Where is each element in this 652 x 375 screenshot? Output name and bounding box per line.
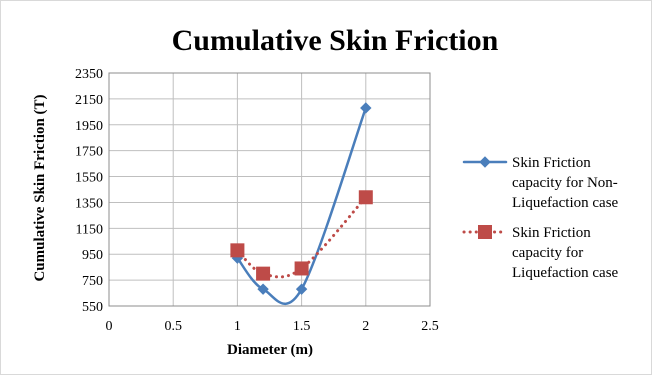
- y-tick-label: 2350: [75, 67, 103, 82]
- y-tick-label: 750: [82, 274, 103, 289]
- tick-labels: 550 750 950 1150 1350 1550 1750 1950 2150 2350 0 0.…: [75, 67, 439, 334]
- legend-label-1: Skin Friction: [512, 155, 591, 171]
- chart-title: Cumulative Skin Friction: [172, 24, 499, 57]
- legend-label-2: Liquefaction case: [512, 265, 619, 281]
- x-tick-label: 1: [234, 319, 241, 334]
- x-tick-label: 2: [362, 319, 369, 334]
- legend-marker-1: [479, 156, 491, 168]
- plot-border: [108, 72, 431, 307]
- y-tick-label: 950: [82, 248, 103, 263]
- legend-label-2: Skin Friction: [512, 225, 591, 241]
- x-tick-label: 0.5: [164, 319, 182, 334]
- legend-label-2: capacity for: [512, 245, 583, 261]
- plot-area: [230, 102, 373, 305]
- x-tick-label: 1.5: [293, 319, 311, 334]
- legend-label-1: capacity for Non-: [512, 175, 618, 191]
- series-line-1: [236, 106, 368, 305]
- x-tick-label: 2.5: [421, 319, 439, 334]
- gridlines: [108, 72, 431, 307]
- x-axis-label: Diameter (m): [227, 342, 313, 358]
- y-axis-label: Cumulative Skin Friction (T): [32, 94, 48, 281]
- data-point-1: [360, 102, 372, 114]
- data-point-2: [230, 243, 245, 258]
- y-tick-label: 1350: [75, 196, 103, 211]
- y-tick-label: 1550: [75, 171, 103, 186]
- data-point-1: [257, 283, 269, 295]
- data-point-1: [295, 283, 308, 295]
- x-tick-label: 0: [106, 319, 113, 334]
- y-tick-label: 1950: [75, 119, 103, 134]
- legend-label-1: Liquefaction case: [512, 195, 619, 211]
- series-line-2: [235, 195, 368, 279]
- data-point-2: [294, 261, 309, 276]
- y-tick-label: 2150: [75, 93, 103, 108]
- data-point-2: [256, 266, 271, 281]
- legend-marker-2: [478, 225, 492, 239]
- y-tick-label: 1750: [75, 145, 103, 160]
- y-tick-label: 1150: [76, 222, 103, 237]
- legend: Skin Friction capacity for Non- Liquefacti…: [462, 155, 619, 281]
- data-point-2: [358, 190, 373, 205]
- y-tick-label: 550: [82, 300, 103, 315]
